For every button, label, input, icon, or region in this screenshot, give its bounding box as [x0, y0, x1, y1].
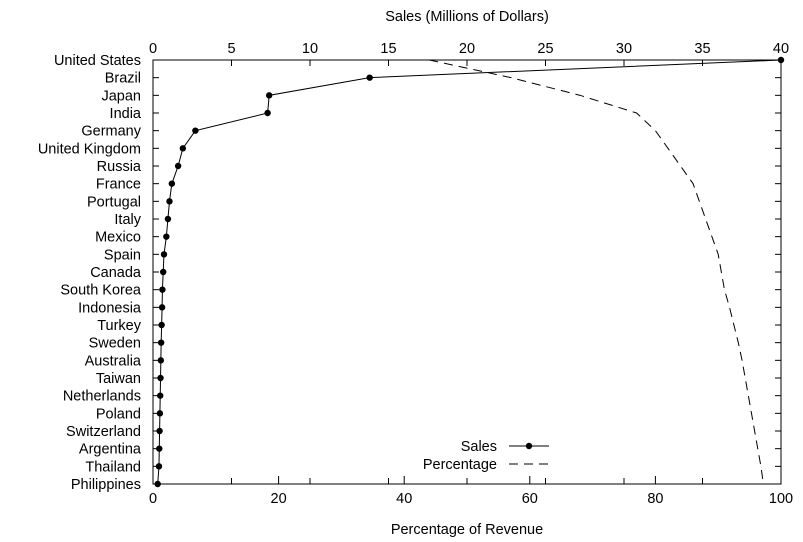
- sales-point: [157, 374, 164, 382]
- category-label: Taiwan: [96, 371, 141, 387]
- sales-point: [157, 339, 165, 346]
- sales-point: [154, 480, 161, 488]
- legend-label-percentage: Percentage: [423, 457, 497, 473]
- legend-marker-sales: [525, 442, 533, 450]
- sales-point: [164, 215, 172, 223]
- sales-point: [179, 145, 187, 152]
- category-label: India: [110, 106, 142, 122]
- sales-point: [168, 180, 176, 187]
- sales-point: [192, 127, 199, 134]
- x-top-tick-label: 0: [149, 41, 157, 57]
- x-top-tick-label: 25: [537, 41, 553, 57]
- category-label: Brazil: [105, 71, 141, 87]
- x-top-tick-label: 35: [694, 41, 710, 57]
- sales-point: [156, 445, 163, 452]
- x-bottom-axis-label: Percentage of Revenue: [391, 522, 543, 538]
- axis-ticks: [152, 59, 782, 485]
- category-label: Mexico: [95, 230, 141, 246]
- x-bottom-tick-label: 80: [647, 491, 663, 507]
- sales-point: [160, 268, 167, 276]
- category-label: Philippines: [71, 477, 141, 493]
- x-top-tick-label: 10: [302, 41, 318, 57]
- category-label: United Kingdom: [38, 141, 141, 157]
- category-label: Japan: [101, 88, 141, 104]
- x-bottom-tick-label: 100: [769, 491, 793, 507]
- category-label: Canada: [90, 265, 142, 281]
- category-label: Russia: [97, 159, 142, 175]
- sales-point: [158, 321, 165, 329]
- plot-frame: [152, 59, 782, 485]
- category-label: Switzerland: [66, 424, 141, 440]
- x-top-tick-label: 5: [227, 41, 235, 57]
- category-label: Thailand: [85, 459, 141, 475]
- x-bottom-tick-label: 20: [271, 491, 287, 507]
- category-label: Australia: [85, 353, 142, 369]
- category-label: Portugal: [87, 194, 141, 210]
- category-label: South Korea: [60, 283, 142, 299]
- sales-point: [157, 357, 165, 364]
- sales-point: [160, 251, 168, 258]
- x-bottom-tick-label: 40: [396, 491, 412, 507]
- series-percentage-line: [429, 60, 764, 484]
- category-label: France: [96, 177, 141, 193]
- sales-point: [265, 92, 273, 99]
- category-label: Argentina: [79, 442, 142, 458]
- category-label: Netherlands: [63, 389, 141, 405]
- category-label: United States: [54, 53, 141, 69]
- category-label: Indonesia: [78, 300, 142, 316]
- legend-label-sales: Sales: [461, 439, 497, 455]
- sales-point: [166, 198, 173, 205]
- sales-point: [155, 463, 163, 470]
- sales-point: [366, 74, 373, 81]
- sales-point: [777, 56, 785, 64]
- legend: Sales Percentage: [423, 439, 549, 473]
- sales-point: [159, 286, 166, 293]
- sales-point: [158, 304, 166, 311]
- sales-point: [156, 427, 163, 435]
- x-top-tick-label: 20: [459, 41, 475, 57]
- category-label: Poland: [96, 406, 141, 422]
- series-sales-line: [157, 59, 782, 485]
- category-label: Italy: [114, 212, 141, 228]
- category-label: Turkey: [97, 318, 142, 334]
- x-top-tick-label: 15: [380, 41, 396, 57]
- sales-point: [156, 410, 164, 417]
- sales-point: [157, 392, 164, 399]
- x-bottom-tick-label: 0: [149, 491, 157, 507]
- sales-point: [163, 233, 170, 240]
- category-label: Sweden: [89, 336, 141, 352]
- category-label: Spain: [104, 247, 141, 263]
- x-top-tick-label: 40: [773, 41, 789, 57]
- category-label: Germany: [81, 124, 141, 140]
- sales-point: [174, 162, 182, 170]
- axis-tick-labels: 0 5 10 15 20 25 30 35 40 0 20 40 60 80 100 United State…: [38, 41, 793, 507]
- series-layer: [154, 56, 785, 488]
- x-top-tick-label: 30: [616, 41, 632, 57]
- x-bottom-tick-label: 60: [522, 491, 538, 507]
- sales-point: [264, 109, 271, 117]
- x-top-axis-label: Sales (Millions of Dollars): [385, 9, 549, 25]
